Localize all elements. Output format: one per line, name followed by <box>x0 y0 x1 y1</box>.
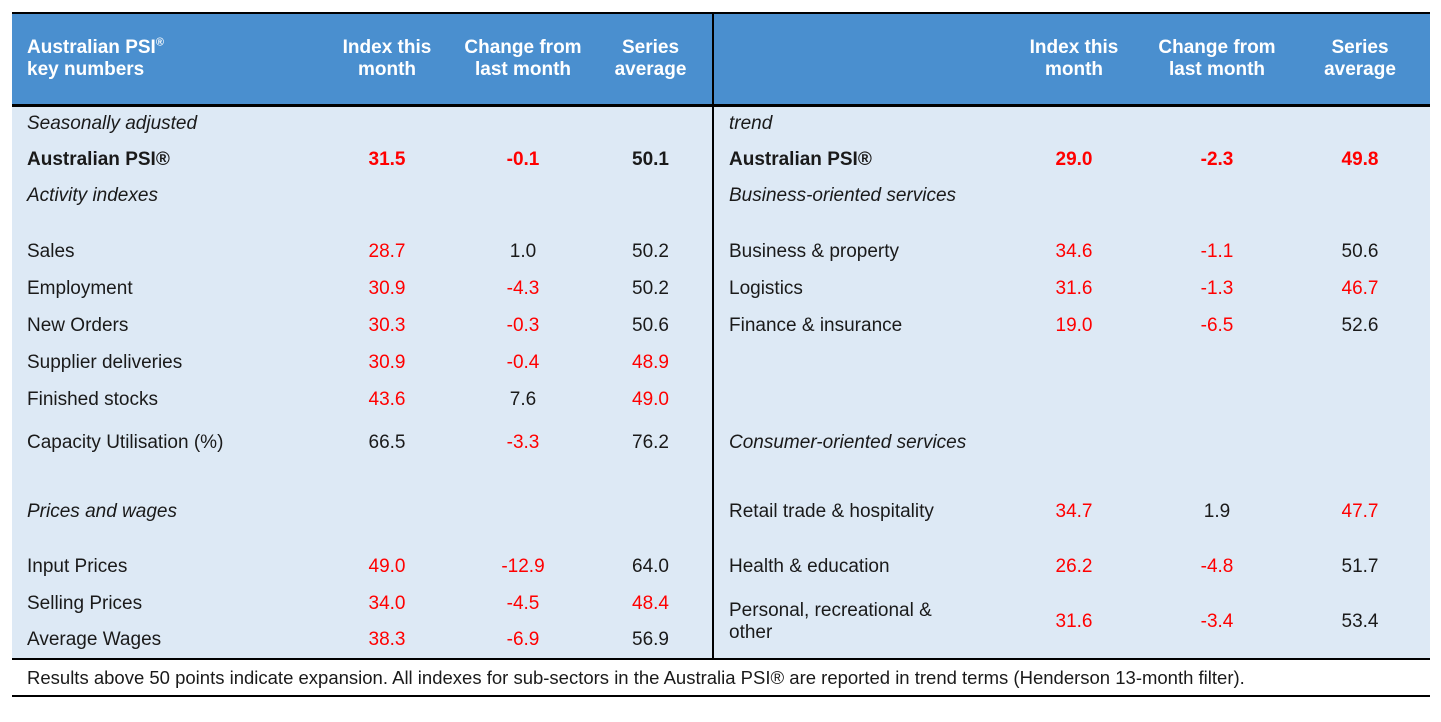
table-header-row: Australian PSI® key numbers Index this mo… <box>12 13 1430 105</box>
col-header-average: Series average <box>589 13 714 105</box>
row-label: Employment <box>12 270 317 307</box>
table-row: Sales 28.7 1.0 50.2 Business & property … <box>12 233 1430 270</box>
psi-key-numbers-table: Australian PSI® key numbers Index this mo… <box>12 12 1430 697</box>
cell-average: 53.4 <box>1290 585 1430 659</box>
col-header-blank <box>713 13 1004 105</box>
cell-change: -0.4 <box>457 344 589 381</box>
cell-index: 34.6 <box>1004 233 1144 270</box>
table-row: Average Wages 38.3 -6.9 56.9 <box>12 622 1430 659</box>
cell-change: -2.3 <box>1144 142 1290 177</box>
row-label: Supplier deliveries <box>12 344 317 381</box>
row-label: Business & property <box>713 233 1004 270</box>
table-row: Supplier deliveries 30.9 -0.4 48.9 <box>12 344 1430 381</box>
cell-index: 31.6 <box>1004 270 1144 307</box>
cell-index: 31.5 <box>317 142 457 177</box>
cell-change: -1.3 <box>1144 270 1290 307</box>
section-label: Consumer-oriented services <box>713 418 1004 467</box>
cell-average: 50.2 <box>589 233 714 270</box>
row-label: Australian PSI® <box>713 142 1004 177</box>
cell-average: 47.7 <box>1290 493 1430 530</box>
row-label: Health & education <box>713 548 1004 585</box>
cell-average: 64.0 <box>589 548 714 585</box>
row-label: Finance & insurance <box>713 307 1004 344</box>
cell-change: -4.8 <box>1144 548 1290 585</box>
row-label: New Orders <box>12 307 317 344</box>
cell-index: 66.5 <box>317 418 457 467</box>
cell-change: -0.3 <box>457 307 589 344</box>
section-label: Seasonally adjusted <box>12 105 317 142</box>
cell-average: 52.6 <box>1290 307 1430 344</box>
col-header-change-right: Change from last month <box>1144 13 1290 105</box>
cell-average: 48.4 <box>589 585 714 622</box>
cell-average: 49.8 <box>1290 142 1430 177</box>
table-row: Capacity Utilisation (%) 66.5 -3.3 76.2 … <box>12 418 1430 467</box>
cell-average: 50.6 <box>1290 233 1430 270</box>
cell-index: 34.7 <box>1004 493 1144 530</box>
cell-index: 38.3 <box>317 622 457 659</box>
cell-index: 43.6 <box>317 381 457 418</box>
cell-average: 50.2 <box>589 270 714 307</box>
section-label: Prices and wages <box>12 493 317 530</box>
table-row: Finished stocks 43.6 7.6 49.0 <box>12 381 1430 418</box>
row-label: Input Prices <box>12 548 317 585</box>
cell-index: 34.0 <box>317 585 457 622</box>
row-label: Finished stocks <box>12 381 317 418</box>
table-footnote: Results above 50 points indicate expansi… <box>12 658 1430 697</box>
section-label: Business-oriented services <box>713 177 1004 214</box>
row-label: Selling Prices <box>12 585 317 622</box>
cell-index: 49.0 <box>317 548 457 585</box>
table-row: Activity indexes Business-oriented servi… <box>12 177 1430 214</box>
cell-index: 26.2 <box>1004 548 1144 585</box>
cell-change: -3.3 <box>457 418 589 467</box>
cell-change: -1.1 <box>1144 233 1290 270</box>
row-label: Australian PSI® <box>12 142 317 177</box>
row-label: Personal, recreational & other <box>713 585 1004 659</box>
row-label: Sales <box>12 233 317 270</box>
row-label: Logistics <box>713 270 1004 307</box>
cell-average: 49.0 <box>589 381 714 418</box>
col-header-index-right: Index this month <box>1004 13 1144 105</box>
cell-index: 30.3 <box>317 307 457 344</box>
col-header-change: Change from last month <box>457 13 589 105</box>
row-label: Average Wages <box>12 622 317 659</box>
cell-change: 1.0 <box>457 233 589 270</box>
table-title: Australian PSI® key numbers <box>12 13 317 105</box>
cell-change: -0.1 <box>457 142 589 177</box>
cell-average: 46.7 <box>1290 270 1430 307</box>
cell-change: 7.6 <box>457 381 589 418</box>
table-row: Prices and wages Retail trade & hospital… <box>12 493 1430 530</box>
cell-change: -6.9 <box>457 622 589 659</box>
cell-change: -4.3 <box>457 270 589 307</box>
cell-change: -3.4 <box>1144 585 1290 659</box>
cell-average: 76.2 <box>589 418 714 467</box>
table-row: Seasonally adjusted trend <box>12 105 1430 142</box>
table-row: Selling Prices 34.0 -4.5 48.4 Personal, … <box>12 585 1430 659</box>
row-label: Retail trade & hospitality <box>713 493 1004 530</box>
table-row: Employment 30.9 -4.3 50.2 Logistics 31.6… <box>12 270 1430 307</box>
cell-average: 51.7 <box>1290 548 1430 585</box>
section-label: trend <box>713 105 1004 142</box>
cell-index: 30.9 <box>317 344 457 381</box>
cell-index: 29.0 <box>1004 142 1144 177</box>
cell-index: 30.9 <box>317 270 457 307</box>
table-row: Australian PSI® 31.5 -0.1 50.1 Australia… <box>12 142 1430 177</box>
cell-change: 1.9 <box>1144 493 1290 530</box>
cell-change: -12.9 <box>457 548 589 585</box>
cell-change: -4.5 <box>457 585 589 622</box>
col-header-index: Index this month <box>317 13 457 105</box>
section-label: Activity indexes <box>12 177 317 214</box>
cell-change: -6.5 <box>1144 307 1290 344</box>
cell-index: 19.0 <box>1004 307 1144 344</box>
cell-average: 56.9 <box>589 622 714 659</box>
cell-average: 50.1 <box>589 142 714 177</box>
row-label: Capacity Utilisation (%) <box>12 418 317 467</box>
col-header-average-right: Series average <box>1290 13 1430 105</box>
cell-average: 48.9 <box>589 344 714 381</box>
table-row: New Orders 30.3 -0.3 50.6 Finance & insu… <box>12 307 1430 344</box>
cell-index: 28.7 <box>317 233 457 270</box>
table-row: Input Prices 49.0 -12.9 64.0 Health & ed… <box>12 548 1430 585</box>
cell-average: 50.6 <box>589 307 714 344</box>
cell-index: 31.6 <box>1004 585 1144 659</box>
